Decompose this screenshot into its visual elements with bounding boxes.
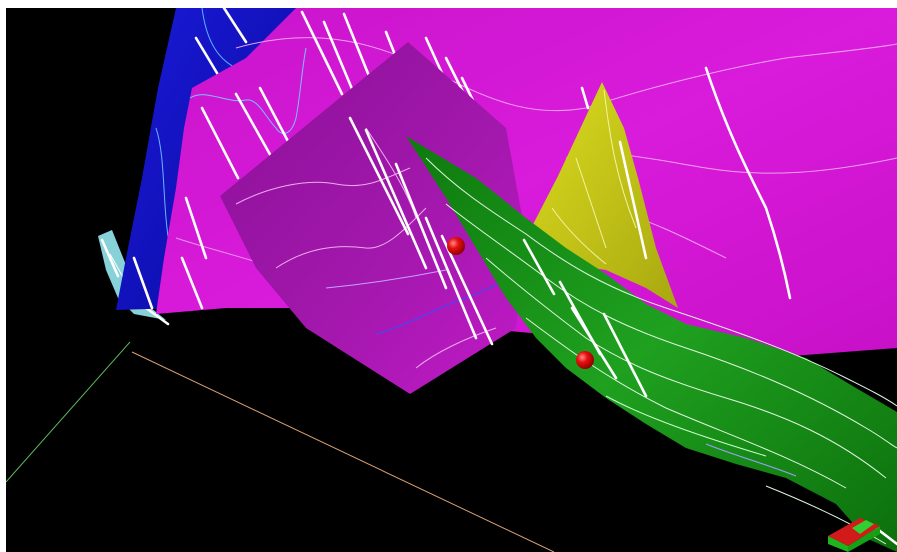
orientation-cube-icon[interactable] <box>828 518 880 552</box>
green-surface <box>406 136 897 552</box>
well-marker-2[interactable] <box>576 351 594 369</box>
cyan-surface-fragment <box>98 230 166 320</box>
reference-axes <box>6 341 555 552</box>
blue-surface <box>116 8 296 310</box>
yellow-contours <box>551 89 648 265</box>
3d-viewport[interactable] <box>6 8 897 552</box>
well-marker-1[interactable] <box>447 237 465 255</box>
green-contours <box>425 157 897 545</box>
orientation-widget[interactable] <box>828 518 880 552</box>
magenta-panel <box>220 42 526 394</box>
orange-axis-line <box>131 351 555 552</box>
green-axis-line <box>6 341 131 483</box>
panel-fault-lines <box>348 116 494 346</box>
3d-scene[interactable] <box>6 8 897 552</box>
